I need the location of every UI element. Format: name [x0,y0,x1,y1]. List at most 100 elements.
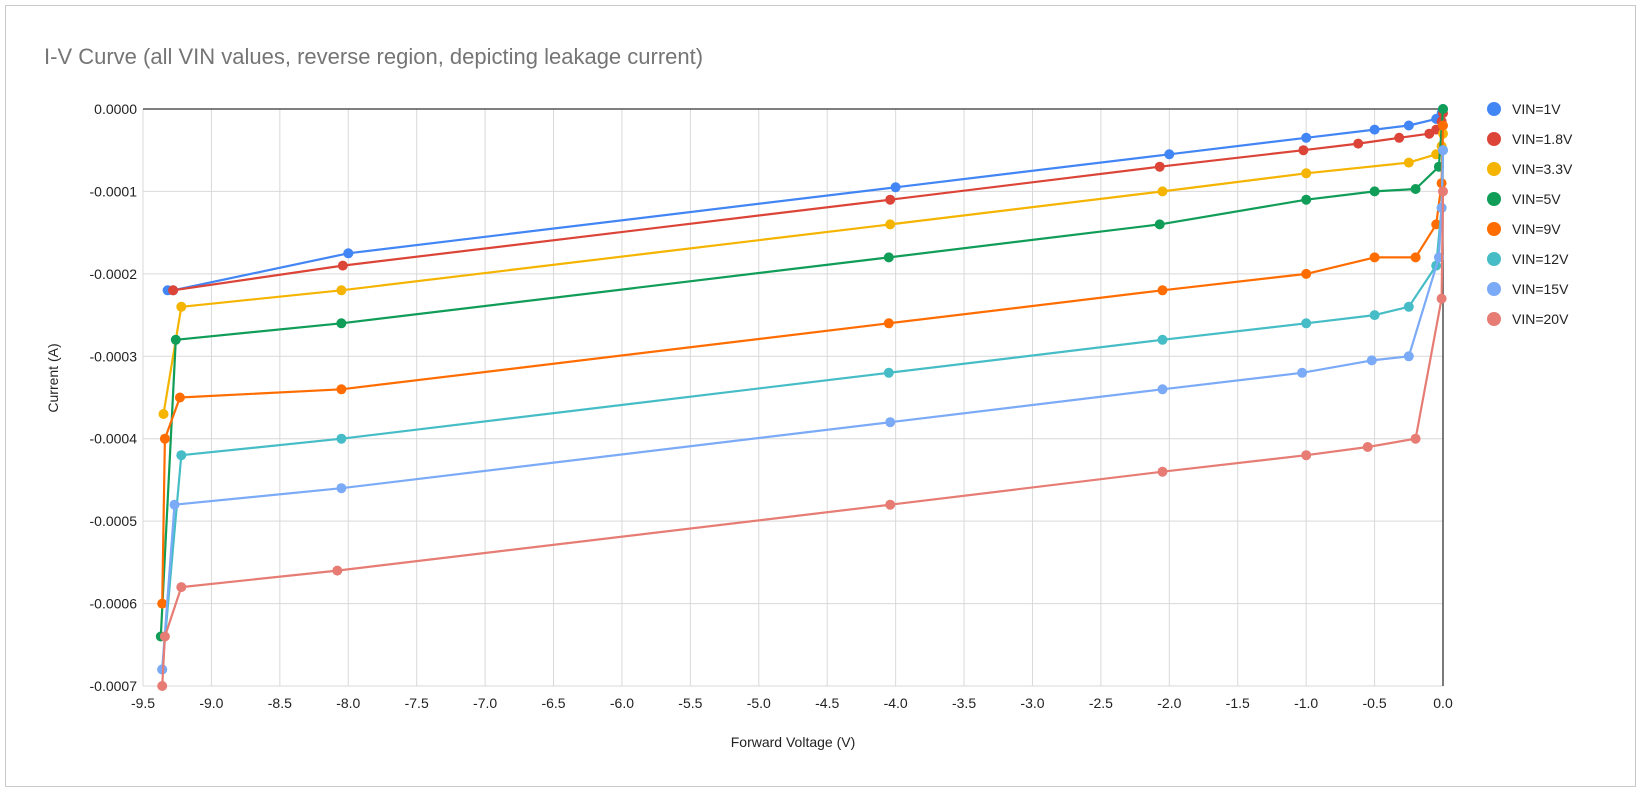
x-tick-label: -2.5 [1089,695,1113,711]
data-point-vin-1-8v [1353,138,1364,149]
data-point-vin-20v [176,582,187,593]
series-line-vin-5v [159,108,1445,637]
legend-item-vin-9v: VIN=9V [1487,221,1561,237]
data-point-vin-12v [176,450,187,461]
chart-title: I-V Curve (all VIN values, reverse regio… [44,44,704,69]
x-tick-label: -3.0 [1020,695,1044,711]
legend-label-vin-3-3v: VIN=3.3V [1512,161,1573,177]
series-line-vin-15v [161,150,1445,670]
data-point-vin-1-8v [1154,161,1165,172]
legend-item-vin-20v: VIN=20V [1487,311,1569,327]
series-line-vin-12v [161,150,1445,670]
x-tick-label: -9.5 [131,695,155,711]
x-tick-label: -9.0 [199,695,223,711]
y-tick-labels: 0.0000 -0.0001 -0.0002 -0.0003 -0.0004 -0.000… [90,101,138,694]
x-tick-label: -0.5 [1363,695,1387,711]
legend-label-vin-1v: VIN=1V [1512,101,1561,117]
data-point-vin-1v [343,248,354,259]
x-axis-title: Forward Voltage (V) [731,734,856,750]
legend-item-vin-15v: VIN=15V [1487,281,1569,297]
grid-lines [142,108,1444,687]
legend-label-vin-5v: VIN=5V [1512,191,1561,207]
data-point-vin-20v [157,681,168,691]
data-point-vin-5v [883,252,894,263]
y-axis-title: Current (A) [45,343,61,412]
series-line-vin-9v [161,125,1445,604]
legend-marker-vin-12v [1487,252,1501,266]
data-point-vin-15v [1403,351,1414,362]
x-tick-label: -6.0 [610,695,634,711]
data-point-vin-20v [159,631,170,642]
y-tick-label: -0.0006 [90,596,138,612]
y-tick-label: -0.0004 [90,431,138,447]
data-point-vin-9v [174,392,185,403]
x-tick-label: -1.0 [1294,695,1318,711]
legend: VIN=1V VIN=1.8V VIN=3.3V VIN=5V VIN=9V VIN=12… [1487,101,1573,327]
series-vin-5v [155,104,1448,642]
series-layer [155,104,1448,691]
x-tick-label: -3.5 [952,695,976,711]
axes [143,108,1444,686]
legend-label-vin-15v: VIN=15V [1512,281,1569,297]
data-point-vin-3-3v [1403,157,1414,168]
data-point-vin-3-3v [885,219,896,230]
data-point-vin-3-3v [176,301,187,312]
data-point-vin-20v [1436,293,1447,304]
legend-marker-vin-1v [1487,102,1501,116]
data-point-vin-15v [336,483,347,494]
data-point-vin-3-3v [158,409,169,419]
data-point-vin-9v [1369,252,1380,263]
data-point-vin-15v [885,417,896,428]
x-tick-label: -8.0 [336,695,360,711]
legend-label-vin-1-8v: VIN=1.8V [1512,131,1573,147]
data-point-vin-3-3v [336,285,347,296]
data-point-vin-12v [1157,334,1168,345]
data-point-vin-20v [1301,450,1312,461]
data-point-vin-20v [1362,442,1373,452]
y-tick-label: -0.0001 [90,183,138,199]
data-point-vin-5v [1410,184,1421,194]
data-point-vin-12v [883,367,894,378]
data-point-vin-5v [1301,194,1312,205]
data-point-vin-15v [1297,367,1308,378]
x-tick-label: -8.5 [268,695,292,711]
x-tick-labels: -9.5 -9.0 -8.5 -8.0 -7.5 -7.0 -6.5 -6.0 -5.5 -5.0… [131,695,1453,711]
data-point-vin-12v [1369,310,1380,321]
x-tick-label: -7.0 [473,695,497,711]
legend-item-vin-1-8v: VIN=1.8V [1487,131,1573,147]
data-point-vin-9v [1431,219,1442,230]
series-vin-9v [157,120,1448,609]
data-point-vin-9v [1301,268,1312,279]
data-point-vin-15v [1366,355,1377,366]
data-point-vin-5v [1438,104,1448,114]
legend-item-vin-12v: VIN=12V [1487,251,1569,267]
series-line-vin-1-8v [172,112,1445,292]
data-point-vin-20v [885,499,896,510]
series-vin-15v [157,145,1448,675]
x-tick-label: -7.5 [405,695,429,711]
data-point-vin-20v [1157,466,1168,477]
legend-item-vin-1v: VIN=1V [1487,101,1561,117]
x-tick-label: -4.5 [815,695,839,711]
series-vin-20v [157,186,1448,691]
data-point-vin-1v [890,182,901,193]
y-tick-label: -0.0007 [90,678,138,694]
data-point-vin-9v [883,318,894,329]
data-point-vin-1-8v [885,194,896,205]
x-tick-label: -1.5 [1226,695,1250,711]
data-point-vin-9v [157,598,168,609]
data-point-vin-20v [1438,186,1448,197]
data-point-vin-5v [170,334,181,345]
legend-label-vin-12v: VIN=12V [1512,251,1569,267]
data-point-vin-1-8v [1298,145,1309,156]
legend-marker-vin-3-3v [1487,162,1501,176]
legend-label-vin-9v: VIN=9V [1512,221,1561,237]
legend-marker-vin-1-8v [1487,132,1501,146]
data-point-vin-15v [1438,145,1448,156]
x-tick-label: -2.0 [1157,695,1181,711]
data-point-vin-15v [1157,384,1168,395]
data-point-vin-5v [336,318,347,329]
data-point-vin-3-3v [1157,186,1168,197]
y-tick-label: -0.0005 [90,513,138,529]
x-tick-label: -5.0 [747,695,771,711]
